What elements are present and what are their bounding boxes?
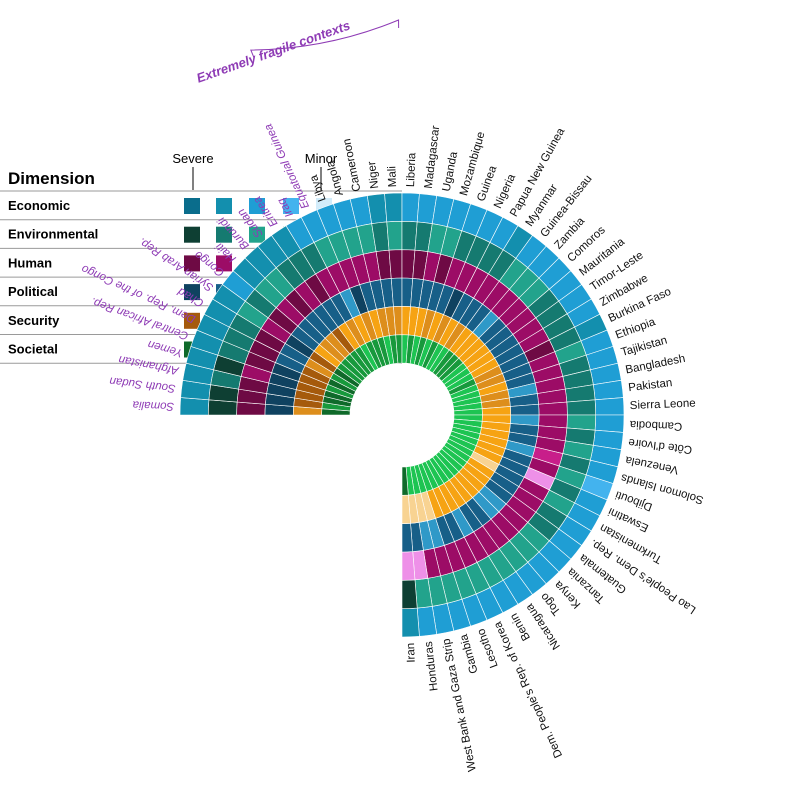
cell-sierra-leone-environmental xyxy=(566,399,596,416)
legend-swatch-environmental-2 xyxy=(216,226,232,243)
country-label-pakistan: Pakistan xyxy=(628,377,673,394)
cell-iran-political xyxy=(401,523,414,553)
extremely-fragile-bracket: Extremely fragile contexts xyxy=(195,18,400,86)
extremely-fragile-title: Extremely fragile contexts xyxy=(195,18,353,86)
cell-somalia-environmental xyxy=(208,399,238,416)
country-label-bangladesh: Bangladesh xyxy=(624,353,686,377)
legend-swatch-environmental-3 xyxy=(249,226,265,243)
legend-swatch-economic-3 xyxy=(249,198,265,214)
country-label-uganda: Uganda xyxy=(441,150,461,192)
cell-mali-economic xyxy=(384,192,403,223)
legend-swatch-human-2 xyxy=(216,255,232,272)
country-label-iran: Iran xyxy=(405,643,418,663)
extremely-fragile-arc xyxy=(250,19,400,58)
legend-swatch-environmental-1 xyxy=(184,226,200,243)
country-label-venezuela: Venezuela xyxy=(624,453,680,475)
legend-title: Dimension xyxy=(8,169,95,188)
country-label-cameroon: Cameroon xyxy=(341,138,363,193)
legend-minor-label: Minor xyxy=(305,151,338,166)
country-label-south-sudan: South Sudan xyxy=(109,374,176,394)
legend-row-security: Security xyxy=(8,313,60,328)
country-label-cambodia: Cambodia xyxy=(629,418,682,432)
cell-liberia-economic xyxy=(401,192,420,223)
legend-swatch-economic-4 xyxy=(283,198,299,214)
legend-row-environmental: Environmental xyxy=(8,227,98,242)
legend-row-societal: Societal xyxy=(8,342,58,357)
cell-somalia-economic xyxy=(179,397,210,416)
cell-iran-human xyxy=(401,551,416,581)
legend-row-political: Political xyxy=(8,284,58,299)
cell-liberia-environmental xyxy=(401,221,418,251)
country-label-honduras: Honduras xyxy=(423,640,441,691)
cell-cambodia-environmental xyxy=(566,414,596,431)
cell-cambodia-economic xyxy=(594,414,625,433)
cell-iran-economic xyxy=(401,607,420,638)
legend-swatch-economic-2 xyxy=(216,198,232,214)
country-label-madagascar: Madagascar xyxy=(423,125,442,189)
country-label-equatorial-guinea: Equatorial Guinea xyxy=(263,122,312,211)
legend-row-human: Human xyxy=(8,255,52,270)
ring-segments xyxy=(179,192,625,638)
country-label-liberia: Liberia xyxy=(405,152,418,188)
cell-iran-societal xyxy=(401,466,409,496)
cell-mali-environmental xyxy=(386,221,403,251)
country-label-yemen: Yemen xyxy=(146,338,184,359)
cell-sierra-leone-political xyxy=(510,403,540,416)
country-label-somalia: Somalia xyxy=(132,398,174,412)
country-label-mali: Mali xyxy=(386,166,399,188)
country-label-sierra-leone: Sierra Leone xyxy=(630,398,696,413)
country-label-niger: Niger xyxy=(366,160,381,189)
country-label-c-te-d-ivoire: Côte d'Ivoire xyxy=(628,436,693,455)
cell-sierra-leone-economic xyxy=(594,397,625,416)
legend-swatch-security-1 xyxy=(184,312,200,329)
legend-swatch-human-1 xyxy=(184,255,200,272)
legend-row-economic: Economic xyxy=(8,198,70,213)
legend-swatch-economic-1 xyxy=(184,198,200,214)
legend-swatch-political-1 xyxy=(184,284,200,301)
legend-severe-label: Severe xyxy=(172,151,213,166)
cell-iran-environmental xyxy=(401,579,418,609)
country-label-libya: Libya xyxy=(308,173,329,204)
cell-mali-political xyxy=(390,277,403,307)
cell-mali-human xyxy=(388,249,403,279)
cell-sierra-leone-human xyxy=(538,401,568,416)
